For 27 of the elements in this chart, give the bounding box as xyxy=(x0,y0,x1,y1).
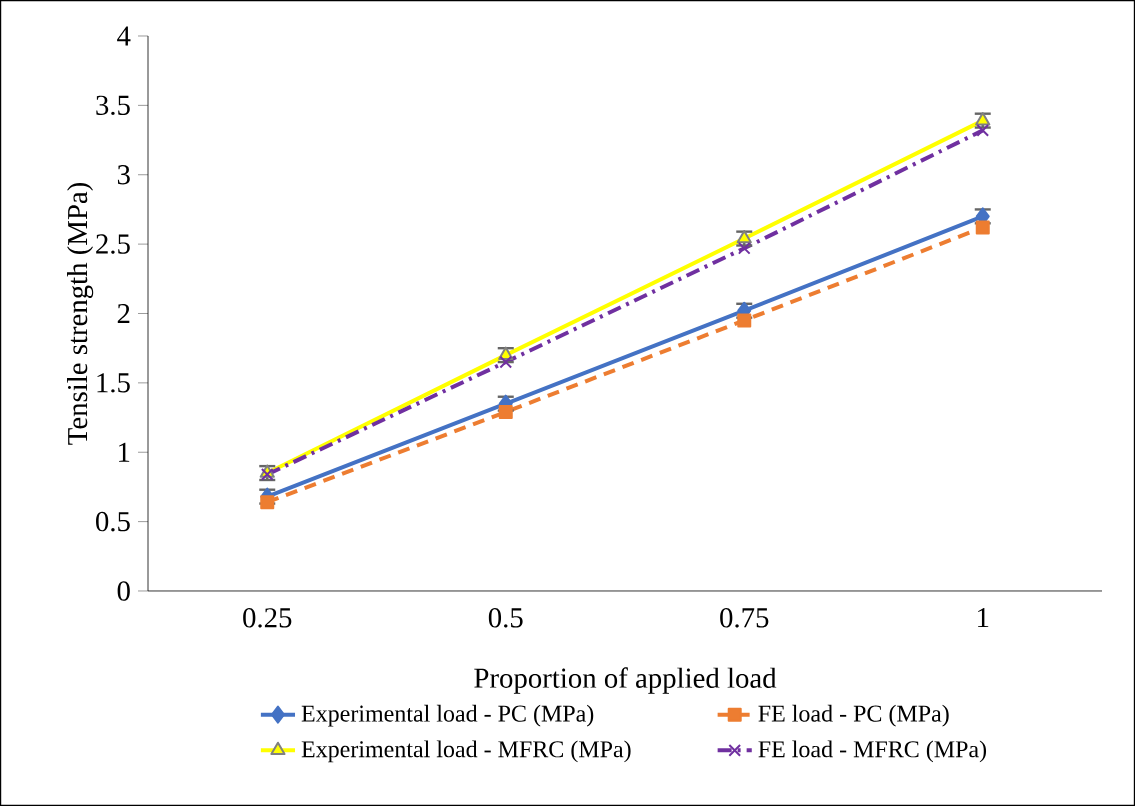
x-tick-label: 0.5 xyxy=(488,608,523,628)
legend-label: FE load - PC (MPa) xyxy=(758,704,949,727)
point xyxy=(976,123,990,137)
y-tick-label: 4 xyxy=(117,26,131,46)
point xyxy=(737,313,752,328)
point xyxy=(499,355,513,369)
legend-label: Experimental load - PC (MPa) xyxy=(301,704,594,727)
legend-label: Experimental load - MFRC (MPa) xyxy=(301,740,631,763)
point xyxy=(737,241,751,255)
x-tick-label: 0.75 xyxy=(720,608,769,628)
x-axis-title: Proportion of applied load xyxy=(474,667,777,694)
point xyxy=(498,405,513,419)
x-tick-label: 0.25 xyxy=(243,608,292,628)
legend-label: FE load - MFRC (MPa) xyxy=(758,740,987,763)
y-tick-label: 3 xyxy=(117,165,130,185)
y-tick-label: 0.5 xyxy=(96,511,130,532)
point xyxy=(260,495,275,510)
point xyxy=(260,468,274,481)
x-tick-label: 1 xyxy=(978,608,989,628)
y-tick-label: 0 xyxy=(117,581,130,601)
y-tick-label: 2.5 xyxy=(96,234,130,254)
y-tick-label: 2 xyxy=(117,303,130,324)
y-tick-label: 1.5 xyxy=(97,373,130,393)
y-tick-label: 1 xyxy=(119,442,130,462)
point xyxy=(975,220,990,235)
y-tick-label: 3.5 xyxy=(96,95,130,116)
y-axis-title: Tensile strength (MPa) xyxy=(67,182,94,445)
